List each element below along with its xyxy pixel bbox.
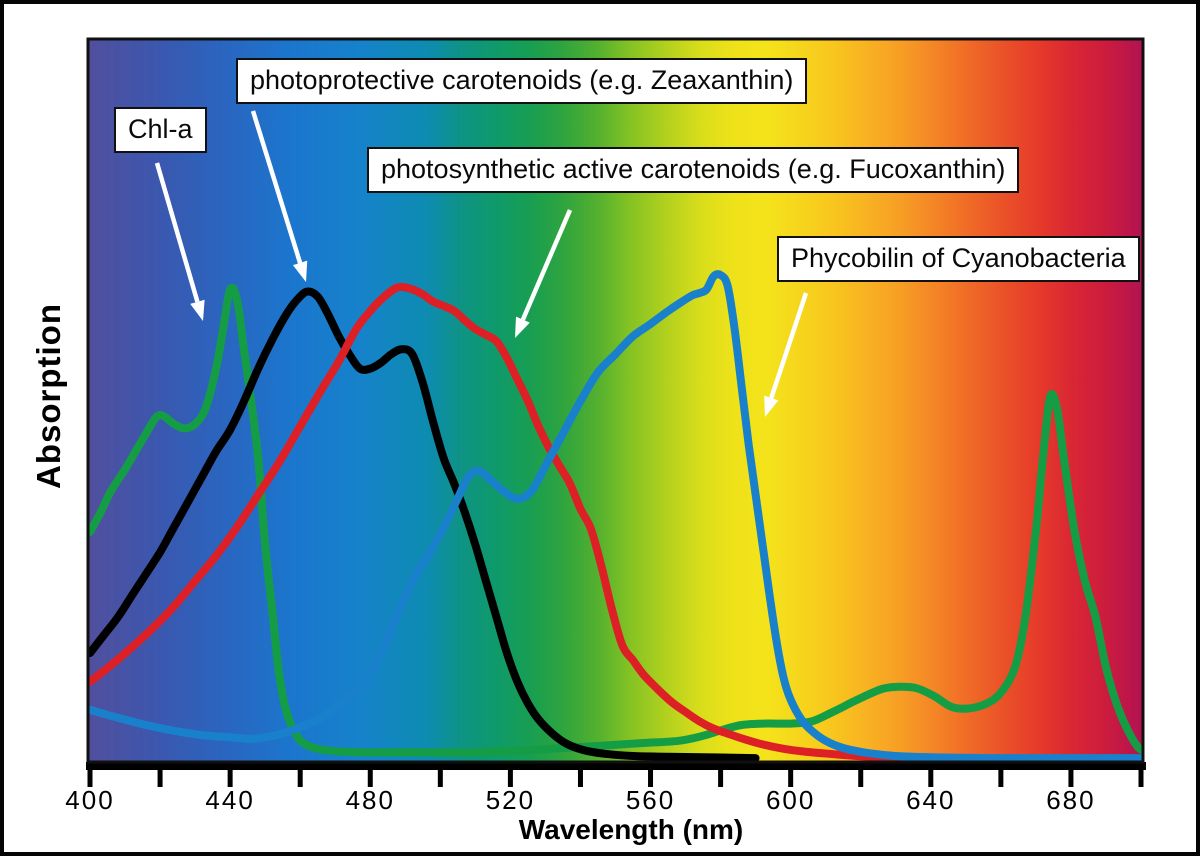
annotation-arrow-head (515, 316, 530, 338)
x-tick-mark (577, 770, 583, 787)
spectra-curves (87, 270, 1144, 763)
x-tick-label-440: 440 (205, 785, 255, 815)
annotation-arrow-shaft (154, 162, 200, 303)
annotation-arrow-shaft (769, 292, 809, 399)
annotation-arrow-head (292, 260, 308, 282)
annotation-arrow-head (190, 299, 205, 321)
x-axis-label: Wavelength (nm) (518, 814, 744, 845)
x-tick-label-400: 400 (65, 785, 115, 815)
annotation-arrow-shaft (520, 209, 573, 321)
x-tick-label-560: 560 (625, 785, 676, 815)
curve-phycobilin-of-cyanobacteria (87, 270, 1144, 763)
annotation-box-phycobilin: Phycobilin of Cyanobacteria (777, 236, 1140, 283)
curve-photosynthetic-active-carotenoids-e-g-fucoxanthin (87, 282, 914, 763)
plot-border (86, 37, 1145, 764)
curve-chl-a (87, 283, 1144, 757)
x-tick-mark (928, 770, 934, 787)
annotation-box-chl-a: Chl-a (114, 107, 207, 154)
x-tick-label-480: 480 (345, 785, 395, 815)
x-tick-mark (367, 770, 373, 787)
x-tick-label-520: 520 (485, 785, 536, 815)
annotation-arrow-head (764, 395, 779, 417)
x-tick-mark (1068, 770, 1074, 787)
x-tick-label-600: 600 (765, 785, 816, 815)
annotation-box-photoprotective-carotenoids: photoprotective carotenoids (e.g. Zeaxan… (236, 58, 808, 105)
x-tick-mark (648, 770, 654, 787)
annotation-arrows (154, 110, 809, 417)
x-tick-mark (437, 770, 443, 787)
x-tick-mark (858, 770, 864, 787)
x-tick-mark (227, 770, 233, 787)
annotation-label-photoprotective-carotenoids: photoprotective carotenoids (e.g. Zeaxan… (250, 65, 794, 95)
x-tick-mark (507, 770, 513, 787)
x-tick-mark (998, 770, 1004, 787)
x-tick-mark (87, 770, 93, 787)
annotation-box-photosynthetic-carotenoids: photosynthetic active carotenoids (e.g. … (367, 147, 1020, 194)
x-tick-mark (157, 770, 163, 787)
y-axis-label: Absorption (30, 303, 67, 489)
x-tick-mark (1138, 770, 1144, 787)
x-tick-label-640: 640 (906, 785, 956, 815)
annotation-arrow-shaft (250, 110, 303, 264)
curve-photoprotective-carotenoids-e-g-zeaxanthin (87, 287, 760, 763)
x-tick-label-680: 680 (1046, 785, 1096, 815)
annotation-label-chl-a: Chl-a (128, 114, 193, 144)
x-tick-mark (718, 770, 724, 787)
x-tick-mark (788, 770, 794, 787)
annotation-label-phycobilin: Phycobilin of Cyanobacteria (791, 243, 1126, 273)
x-axis (86, 762, 1146, 787)
annotation-label-photosynthetic-carotenoids: photosynthetic active carotenoids (e.g. … (381, 154, 1006, 184)
x-tick-mark (297, 770, 303, 787)
